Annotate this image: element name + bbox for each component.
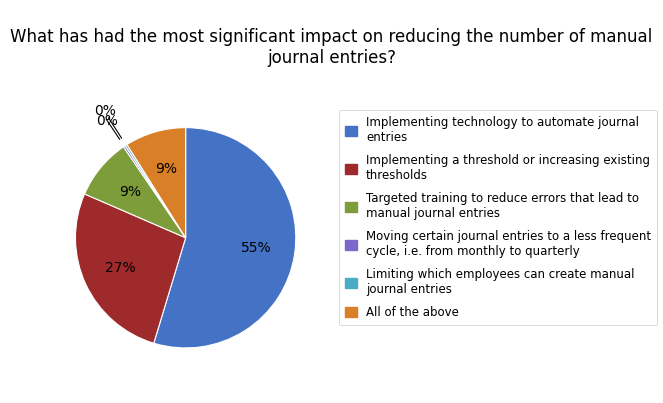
Text: 27%: 27% [105,261,136,275]
Legend: Implementing technology to automate journal
entries, Implementing a threshold or: Implementing technology to automate jour… [339,110,657,325]
Wedge shape [125,145,186,238]
Wedge shape [154,128,296,348]
Wedge shape [127,128,186,238]
Wedge shape [76,194,186,343]
Text: 9%: 9% [119,185,141,199]
Wedge shape [123,145,186,238]
Text: 9%: 9% [154,162,177,176]
Text: 55%: 55% [241,241,272,255]
Text: 0%: 0% [96,114,118,128]
Text: 0%: 0% [93,104,115,118]
Wedge shape [85,147,186,238]
Text: What has had the most significant impact on reducing the number of manual
journa: What has had the most significant impact… [11,28,652,67]
